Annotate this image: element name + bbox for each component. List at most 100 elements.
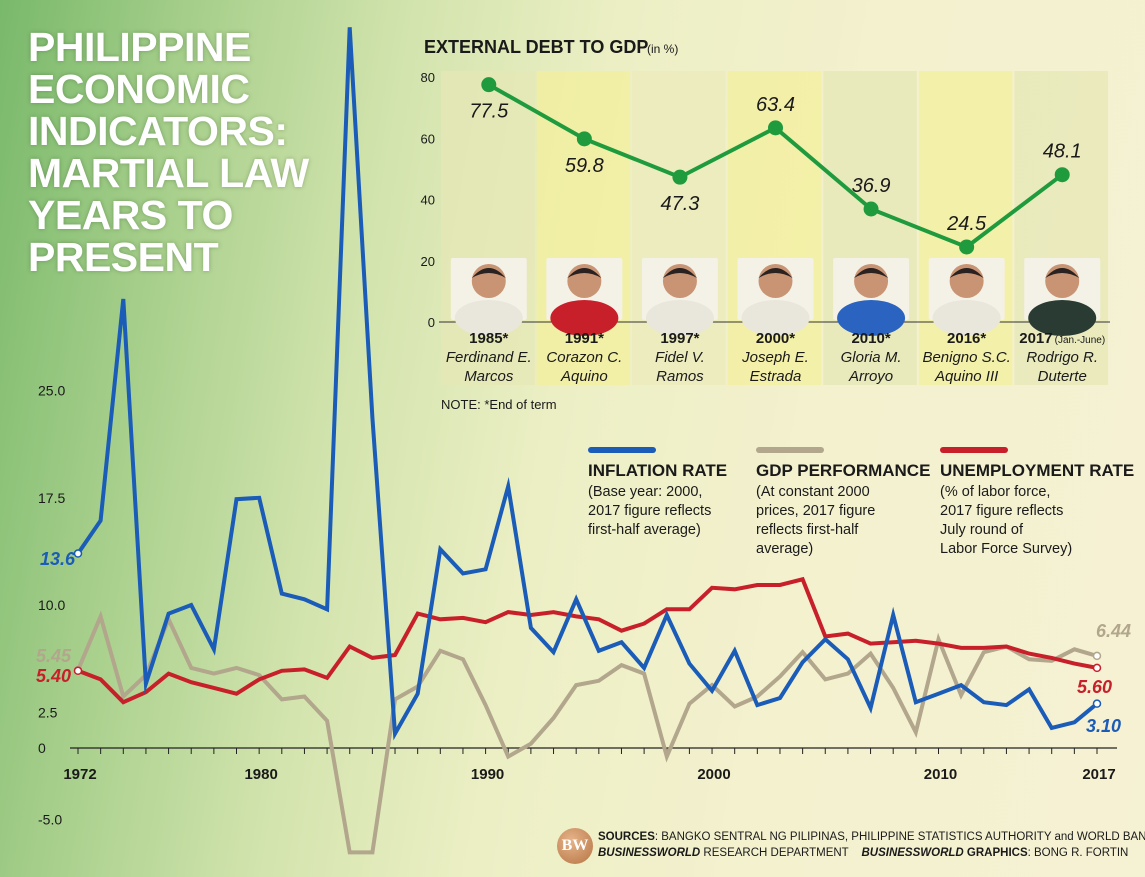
portrait-body xyxy=(454,300,523,336)
category-year: 2016* xyxy=(947,330,986,347)
debt-data-label: 36.9 xyxy=(852,175,891,197)
y-tick-label: -5.0 xyxy=(38,812,62,828)
inset-y-tick-label: 20 xyxy=(421,254,435,269)
title-line: YEARS TO xyxy=(28,192,233,238)
sources-credit: SOURCES: BANGKO SENTRAL NG PILIPINAS, PH… xyxy=(598,829,1145,861)
x-tick-label: 1972 xyxy=(63,766,96,783)
debt-data-label: 59.8 xyxy=(565,155,604,177)
debt-point xyxy=(863,201,879,217)
series-endpoint xyxy=(1092,663,1102,673)
legend-inflation: INFLATION RATE (Base year: 2000, 2017 fi… xyxy=(588,447,727,540)
series-line-gdp-performance xyxy=(76,610,1098,855)
series-line-inflation-rate xyxy=(76,27,1099,741)
category-name: Duterte xyxy=(1038,368,1087,385)
x-tick-label: 1980 xyxy=(244,766,277,783)
y-tick-label: 2.5 xyxy=(38,704,58,720)
portrait-body xyxy=(550,300,619,336)
legend-unemployment-desc: (% of labor force, 2017 figure reflects … xyxy=(940,484,1073,557)
title-line: MARTIAL LAW xyxy=(28,150,309,196)
category-name: Fidel V. xyxy=(655,349,705,366)
legend-gdp-swatch xyxy=(756,447,824,453)
dept-text: RESEARCH DEPARTMENT xyxy=(700,847,849,859)
portrait-hair xyxy=(854,268,889,278)
portrait-hair xyxy=(758,268,793,278)
legend-inflation-swatch xyxy=(588,447,656,453)
category-year: 2000* xyxy=(756,330,795,347)
inset-y-tick-label: 40 xyxy=(421,193,435,208)
y-tick-label: 17.5 xyxy=(38,490,65,506)
title-line: ECONOMIC xyxy=(28,66,250,112)
debt-data-label: 77.5 xyxy=(469,101,509,123)
debt-data-label: 24.5 xyxy=(946,213,987,235)
dept-brand: BUSINESSWORLD xyxy=(598,847,701,859)
businessworld-logo: BW xyxy=(557,828,593,864)
series-endpoint xyxy=(1092,651,1102,661)
category-year: 1997* xyxy=(660,330,699,347)
y-tick-label: 0 xyxy=(38,740,46,756)
series-endpoint xyxy=(73,666,83,676)
debt-point xyxy=(672,169,688,185)
category-name: Rodrigo R. xyxy=(1026,349,1098,366)
category-year-main: 2017 xyxy=(1019,330,1052,347)
portrait-body xyxy=(1028,300,1097,336)
category-name: Joseph E. xyxy=(741,349,809,366)
category-name: Aquino III xyxy=(934,368,998,385)
debt-point xyxy=(481,77,497,93)
series-line-unemployment-rate xyxy=(77,576,1098,705)
data-label: 6.44 xyxy=(1096,621,1131,641)
category-name: Estrada xyxy=(750,368,802,385)
graphics-label: GRAPHICS xyxy=(963,847,1028,859)
y-tick-label: 25.0 xyxy=(38,383,65,399)
series-endpoint xyxy=(73,549,83,558)
legend-unemployment: UNEMPLOYMENT RATE (% of labor force, 201… xyxy=(940,447,1134,559)
portrait-body xyxy=(837,300,906,336)
debt-point xyxy=(576,131,592,147)
data-label: 13.6 xyxy=(40,549,76,569)
legend-inflation-title: INFLATION RATE xyxy=(588,461,728,480)
inset-y-tick-label: 0 xyxy=(428,315,435,330)
series-endpoint xyxy=(1092,699,1102,708)
sources-text: : BANGKO SENTRAL NG PILIPINAS, PHILIPPIN… xyxy=(654,831,1145,843)
category-name: Aquino xyxy=(560,368,608,385)
title-line: PRESENT xyxy=(28,234,219,280)
category-name: Ramos xyxy=(656,368,704,385)
category-name: Benigno S.C. xyxy=(922,349,1010,366)
legend-unemployment-swatch xyxy=(940,447,1008,453)
category-name: Corazon C. xyxy=(546,349,622,366)
portrait-body xyxy=(741,300,810,336)
category-name: Ferdinand E. xyxy=(446,349,532,366)
external-debt-chart: EXTERNAL DEBT TO GDP(in %) 80 60 40 20 0 77.5 5… xyxy=(421,37,1110,385)
sources-label: SOURCES xyxy=(598,831,655,843)
debt-data-label: 47.3 xyxy=(660,193,699,215)
category-year: 2017 (Jan.-June) xyxy=(1019,330,1105,347)
portrait-hair xyxy=(662,268,697,278)
inset-unit: (in %) xyxy=(647,42,678,56)
title-line: PHILIPPINE xyxy=(28,24,251,70)
x-tick-label: 2010 xyxy=(924,766,957,783)
data-label: 5.60 xyxy=(1077,677,1112,697)
x-tick-label: 2017 xyxy=(1082,766,1115,783)
data-label: 3.10 xyxy=(1086,716,1121,736)
debt-point xyxy=(959,239,975,255)
portrait-body xyxy=(645,300,714,336)
title-line: INDICATORS: xyxy=(28,108,288,154)
debt-data-label: 48.1 xyxy=(1043,141,1082,163)
category-name: Arroyo xyxy=(848,368,893,385)
legend-gdp: GDP PERFORMANCE (At constant 2000 prices… xyxy=(756,447,930,559)
x-tick-label: 2000 xyxy=(697,766,730,783)
portrait-hair xyxy=(567,268,602,278)
portrait-body xyxy=(932,300,1001,336)
data-label: 5.45 xyxy=(36,646,72,666)
category-year-suffix: (Jan.-June) xyxy=(1055,335,1106,346)
category-year: 1985* xyxy=(469,330,508,347)
y-tick-label: 10.0 xyxy=(38,597,65,613)
category-name: Marcos xyxy=(464,368,514,385)
legend-unemployment-title: UNEMPLOYMENT RATE xyxy=(940,461,1135,480)
legend-gdp-title: GDP PERFORMANCE xyxy=(756,461,931,480)
inset-y-tick-label: 60 xyxy=(421,131,435,146)
category-year: 1991* xyxy=(565,330,604,347)
legend-gdp-desc: (At constant 2000 prices, 2017 figure re… xyxy=(756,484,876,557)
category-year: 2010* xyxy=(851,330,890,347)
x-tick-label: 1990 xyxy=(471,766,504,783)
debt-data-label: 63.4 xyxy=(756,94,795,116)
